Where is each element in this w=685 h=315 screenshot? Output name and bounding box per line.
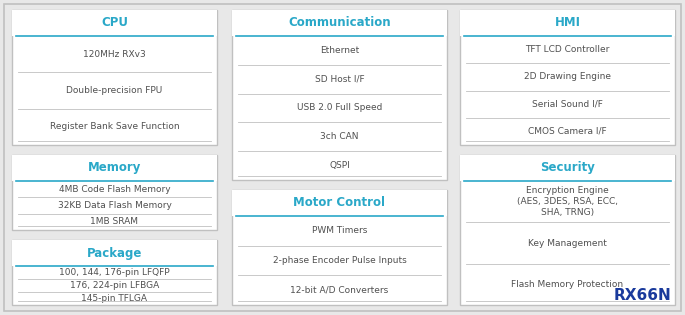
Text: Memory: Memory	[88, 162, 141, 175]
Bar	[460, 155, 675, 305]
Text: 145-pin TFLGA: 145-pin TFLGA	[82, 294, 147, 303]
Text: HMI: HMI	[554, 16, 580, 30]
Text: 32KB Data Flash Memory: 32KB Data Flash Memory	[58, 201, 171, 210]
Text: QSPI: QSPI	[329, 161, 350, 170]
Text: RX66N: RX66N	[613, 288, 671, 303]
Text: Double-precision FPU: Double-precision FPU	[66, 86, 162, 95]
Bar	[12, 155, 217, 181]
Text: 100, 144, 176-pin LFQFP: 100, 144, 176-pin LFQFP	[59, 268, 170, 277]
Text: Communication: Communication	[288, 16, 391, 30]
Text: Ethernet: Ethernet	[320, 46, 359, 55]
Text: TFT LCD Controller: TFT LCD Controller	[525, 45, 610, 54]
Text: 2-phase Encoder Pulse Inputs: 2-phase Encoder Pulse Inputs	[273, 256, 406, 265]
Bar	[12, 240, 217, 266]
Text: Serial Sound I/F: Serial Sound I/F	[532, 100, 603, 109]
Text: Motor Control: Motor Control	[293, 197, 386, 209]
Bar	[12, 240, 217, 305]
Text: 176, 224-pin LFBGA: 176, 224-pin LFBGA	[70, 281, 159, 290]
Text: 2D Drawing Engine: 2D Drawing Engine	[524, 72, 611, 81]
Bar	[460, 10, 675, 145]
Text: CPU: CPU	[101, 16, 128, 30]
Text: 120MHz RXv3: 120MHz RXv3	[83, 50, 146, 59]
Text: PWM Timers: PWM Timers	[312, 226, 367, 235]
Text: Flash Memory Protection: Flash Memory Protection	[512, 280, 623, 289]
Text: CMOS Camera I/F: CMOS Camera I/F	[528, 127, 607, 136]
Text: 4MB Code Flash Memory: 4MB Code Flash Memory	[59, 185, 171, 194]
Bar	[232, 10, 447, 180]
Text: SD Host I/F: SD Host I/F	[314, 75, 364, 84]
Bar	[12, 10, 217, 145]
Text: 3ch CAN: 3ch CAN	[321, 132, 359, 141]
Bar	[232, 190, 447, 216]
Text: Encryption Engine
(AES, 3DES, RSA, ECC,
SHA, TRNG): Encryption Engine (AES, 3DES, RSA, ECC, …	[517, 186, 618, 217]
Bar	[460, 155, 675, 181]
Bar	[232, 190, 447, 305]
Bar	[232, 10, 447, 36]
Text: Package: Package	[87, 247, 142, 260]
Bar	[460, 10, 675, 36]
Text: Key Management: Key Management	[528, 238, 607, 248]
Bar	[12, 155, 217, 230]
Bar	[12, 10, 217, 36]
Text: 1MB SRAM: 1MB SRAM	[90, 217, 138, 226]
Text: 12-bit A/D Converters: 12-bit A/D Converters	[290, 286, 388, 295]
Text: Register Bank Save Function: Register Bank Save Function	[50, 122, 179, 131]
Text: USB 2.0 Full Speed: USB 2.0 Full Speed	[297, 104, 382, 112]
Text: Security: Security	[540, 162, 595, 175]
